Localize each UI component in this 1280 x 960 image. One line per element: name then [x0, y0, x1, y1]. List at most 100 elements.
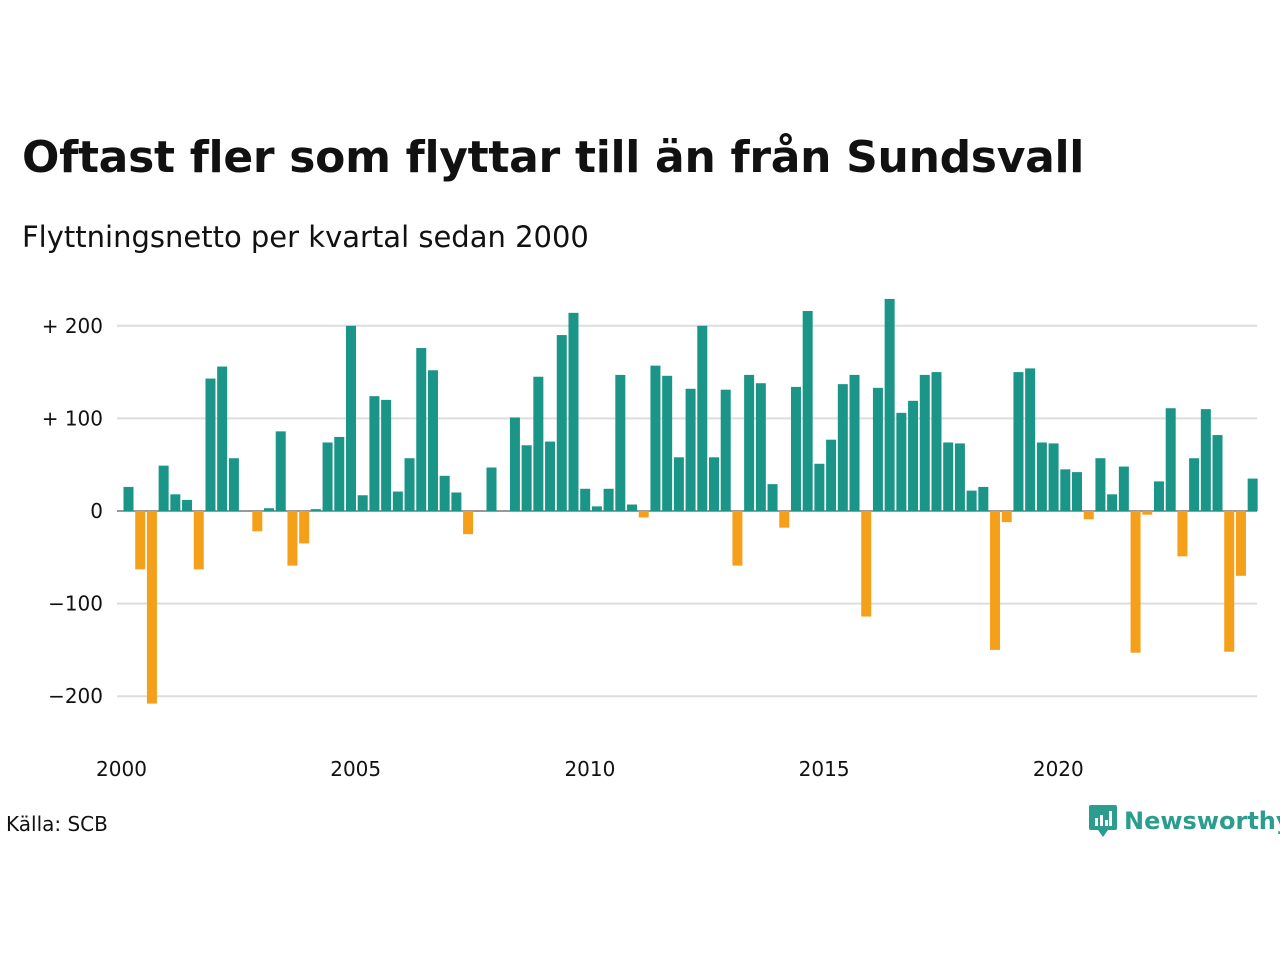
bar: [299, 511, 310, 544]
bar: [439, 475, 450, 511]
bar: [217, 366, 228, 511]
bar: [170, 494, 181, 511]
y-tick-label: + 100: [42, 406, 103, 430]
bar: [369, 396, 380, 511]
bar: [591, 506, 602, 511]
bar: [146, 511, 157, 704]
bar: [1083, 511, 1094, 520]
bar: [814, 463, 825, 511]
bar: [954, 443, 965, 511]
bar: [264, 508, 275, 511]
bar: [650, 365, 661, 511]
chart-title: Oftast fler som flyttar till än från Sun…: [22, 132, 1085, 183]
bar: [872, 387, 883, 511]
bar: [1001, 511, 1012, 523]
bar: [322, 442, 333, 511]
bar: [275, 431, 286, 511]
chart-subtitle: Flyttningsnetto per kvartal sedan 2000: [22, 220, 589, 254]
bar: [416, 348, 427, 511]
bar: [1142, 511, 1153, 515]
bar: [1036, 442, 1047, 511]
bar: [779, 511, 790, 528]
bar: [1107, 494, 1118, 511]
bar: [1072, 472, 1083, 511]
bar: [1200, 409, 1211, 511]
bar: [1247, 478, 1258, 511]
bar: [252, 511, 263, 532]
brand-logo: Newsworthy: [1088, 804, 1280, 838]
bar: [310, 509, 321, 511]
bar: [1153, 481, 1164, 511]
bar: [392, 491, 403, 511]
brand-name: Newsworthy: [1124, 807, 1280, 835]
bar: [205, 378, 216, 511]
bar: [123, 486, 134, 511]
bar: [802, 310, 813, 511]
bars: [123, 298, 1258, 704]
bar: [1025, 368, 1036, 511]
bar: [627, 504, 638, 511]
bar: [1130, 511, 1141, 653]
bar: [978, 486, 989, 511]
y-tick-label: −100: [48, 592, 103, 616]
bar: [966, 490, 977, 511]
bar: [1177, 511, 1188, 557]
bar: [381, 399, 392, 511]
bar: [357, 495, 368, 511]
bar: [1013, 372, 1024, 511]
bar: [509, 417, 520, 511]
x-tick-label: 2000: [96, 757, 147, 781]
bar: [1189, 458, 1200, 511]
bar: [673, 457, 684, 511]
bar: [931, 372, 942, 511]
bar: [580, 488, 591, 511]
bar: [662, 375, 673, 511]
bar: [1212, 435, 1223, 511]
bar: [849, 374, 860, 511]
bar: [1048, 443, 1059, 511]
bar: [790, 386, 801, 511]
bar: [427, 370, 438, 511]
bar: [990, 511, 1001, 650]
bar: [345, 325, 356, 511]
bar: [287, 511, 298, 566]
bar: [732, 511, 743, 566]
bar: [228, 458, 239, 511]
bar: [861, 511, 872, 617]
bar: [615, 374, 626, 511]
bar: [767, 484, 778, 511]
bar: [533, 376, 544, 511]
bar: [404, 458, 415, 511]
bar: [755, 383, 766, 511]
bar: [545, 441, 556, 511]
bar: [1095, 458, 1106, 511]
newsworthy-icon: [1089, 805, 1117, 837]
x-tick-label: 2010: [564, 757, 615, 781]
bar: [1235, 511, 1246, 576]
y-axis-labels: + 200 + 100 0 −100 −200: [42, 314, 103, 708]
source-note: Källa: SCB: [6, 812, 108, 836]
bar: [908, 400, 919, 511]
bar: [720, 389, 731, 511]
y-tick-label: −200: [48, 684, 103, 708]
bar: [158, 465, 169, 511]
bar: [943, 442, 954, 511]
bar: [603, 488, 614, 511]
bar: [709, 457, 719, 511]
bar: [334, 436, 345, 511]
x-axis-labels: 2000 2005 2010 2015 2020: [96, 757, 1084, 781]
bar: [744, 374, 755, 511]
bar: [486, 467, 497, 511]
bar: [556, 335, 567, 511]
bar: [685, 388, 696, 511]
bar: [1118, 466, 1129, 511]
x-tick-label: 2015: [799, 757, 850, 781]
bar: [884, 298, 895, 511]
bar: [1165, 408, 1176, 511]
y-tick-label: 0: [90, 499, 103, 523]
bar: [919, 374, 930, 511]
bar: [451, 492, 462, 511]
x-tick-label: 2005: [330, 757, 381, 781]
bar: [182, 499, 193, 511]
